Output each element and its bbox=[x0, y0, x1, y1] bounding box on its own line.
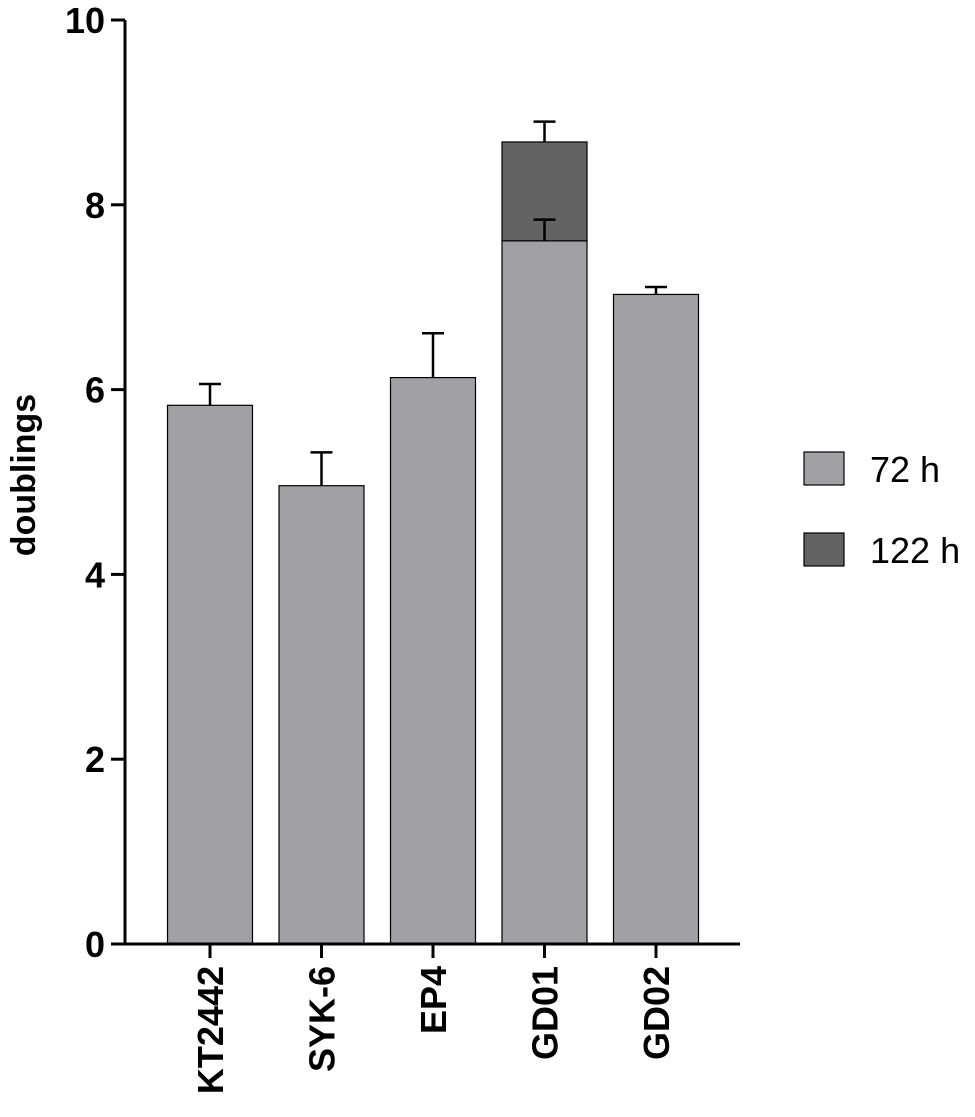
error-bars-group bbox=[199, 120, 667, 486]
y-ticks-group: 0 2 4 6 8 10 bbox=[65, 0, 125, 965]
y-tick-label: 2 bbox=[85, 739, 105, 780]
legend-label: 122 h bbox=[870, 530, 960, 571]
x-ticks-group: KT2442 SYK-6 EP4 GD01 GD02 bbox=[190, 944, 677, 1094]
y-axis-title: doublings bbox=[5, 394, 43, 556]
legend-swatch bbox=[803, 532, 845, 567]
legend-label: 72 h bbox=[870, 449, 940, 490]
y-tick-label: 8 bbox=[85, 185, 105, 226]
y-tick-label: 6 bbox=[85, 370, 105, 411]
x-category-label: EP4 bbox=[413, 966, 454, 1034]
legend-swatch bbox=[803, 451, 845, 486]
y-tick-label: 10 bbox=[65, 0, 105, 41]
y-tick-label: 0 bbox=[85, 924, 105, 965]
legend: 72 h 122 h bbox=[803, 449, 960, 571]
y-tick-label: 4 bbox=[85, 554, 105, 595]
x-category-label: GD02 bbox=[636, 966, 677, 1060]
bar-syk-6-72h bbox=[278, 485, 365, 945]
bar-gd01-72h bbox=[501, 240, 588, 945]
bars-group bbox=[166, 141, 700, 945]
x-category-label: KT2442 bbox=[190, 966, 231, 1094]
x-category-label: GD01 bbox=[525, 966, 566, 1060]
bar-gd02-72h bbox=[612, 293, 700, 945]
bar-kt2442-72h bbox=[166, 404, 254, 945]
x-category-label: SYK-6 bbox=[302, 966, 343, 1072]
bar-ep4-72h bbox=[389, 376, 477, 945]
